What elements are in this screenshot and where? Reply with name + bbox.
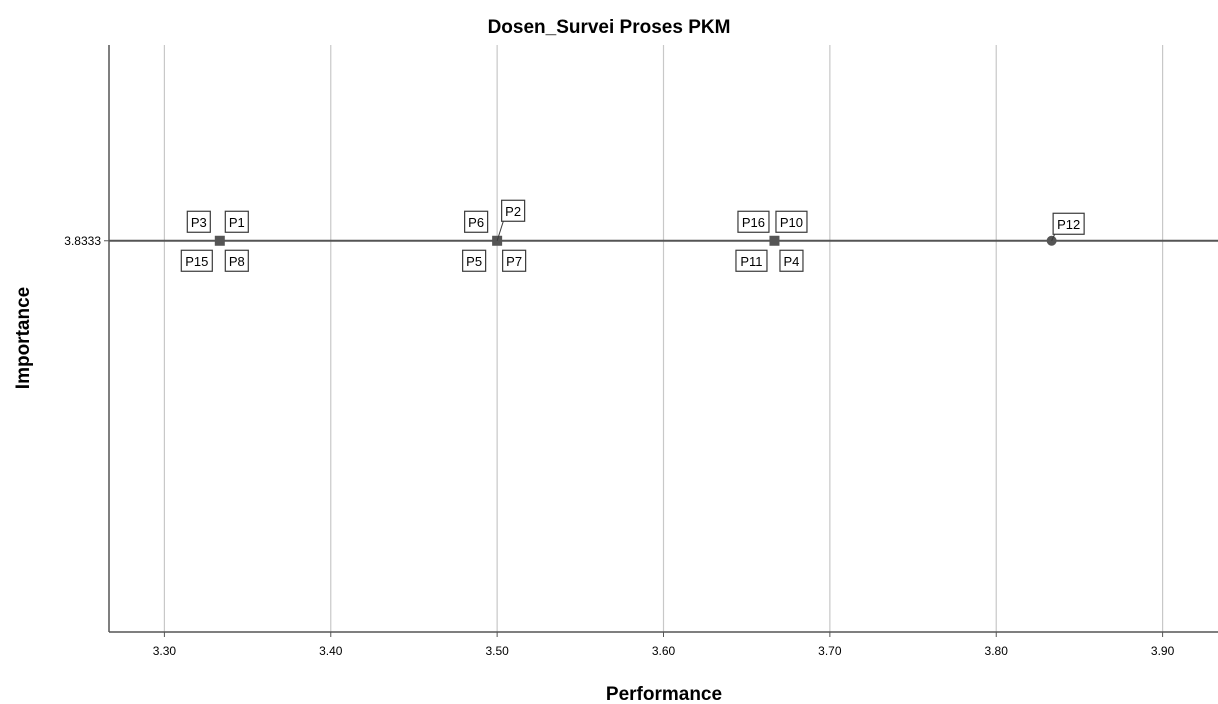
point-label-box [502, 249, 527, 272]
point-label-box [735, 249, 768, 272]
point-label: P15 [185, 254, 208, 269]
label-leader-line [496, 220, 505, 241]
grid-layer [163, 45, 1164, 632]
data-points: P1 P3 P8 P15 P2 P5 P6 P7 P4 P10 P11 P16 P12 [180, 199, 1085, 272]
chart-title: Dosen_Survei Proses PKM [488, 17, 731, 38]
data-point-marker [214, 235, 225, 246]
y-tick-label: 3.8333 [64, 234, 101, 248]
point-label-box [224, 210, 249, 233]
x-axis-title: Performance [606, 684, 722, 704]
point-label-box [501, 199, 526, 222]
point-label-box [186, 210, 211, 233]
x-tick-label: 3.70 [818, 644, 842, 658]
point-label: P2 [505, 204, 521, 219]
point-label: P11 [740, 254, 762, 269]
y-axis-title: Importance [13, 287, 34, 389]
point-label: P1 [229, 215, 245, 230]
point-label: P10 [780, 215, 803, 230]
x-tick-label: 3.30 [153, 644, 177, 658]
point-label: P6 [468, 215, 484, 230]
point-label-box [737, 210, 770, 233]
point-label: P8 [229, 254, 245, 269]
point-label: P5 [466, 254, 482, 269]
x-tick-label: 3.40 [319, 644, 343, 658]
point-label: P3 [191, 215, 207, 230]
x-tick-label: 3.50 [485, 644, 509, 658]
point-label-box [1052, 212, 1085, 235]
point-label: P16 [742, 215, 765, 230]
x-tick-label: 3.60 [652, 644, 676, 658]
y-axis-ticks: 3.8333 [64, 234, 109, 248]
point-label-box [779, 249, 804, 272]
x-axis-ticks: 3.30 3.40 3.50 3.60 3.70 3.80 3.90 [153, 632, 1175, 658]
point-label: P7 [506, 254, 522, 269]
point-label: P12 [1057, 217, 1080, 232]
point-label-box [180, 249, 213, 272]
data-point-marker [769, 235, 780, 246]
point-label: P4 [784, 254, 800, 269]
point-label-box [462, 249, 487, 272]
point-label-box [224, 249, 249, 272]
point-label-box [775, 210, 808, 233]
x-tick-label: 3.90 [1151, 644, 1175, 658]
point-label-box [464, 210, 489, 233]
x-tick-label: 3.80 [985, 644, 1009, 658]
